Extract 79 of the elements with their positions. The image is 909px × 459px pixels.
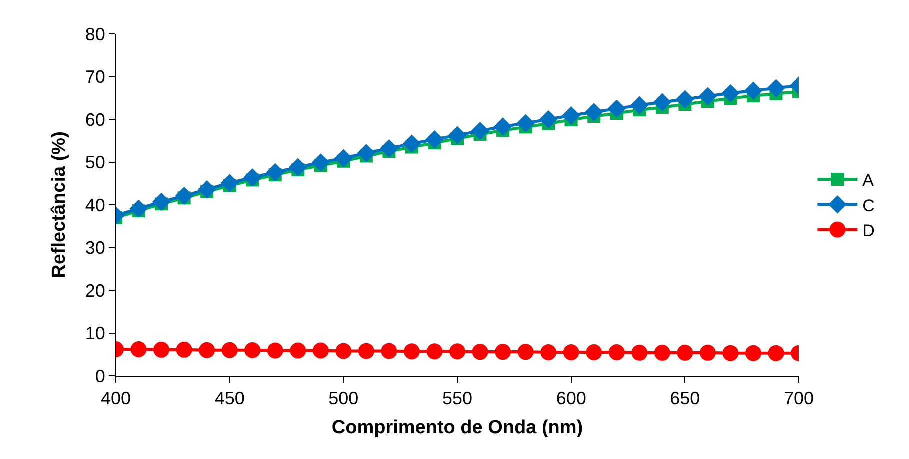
y-tick-label: 40 — [85, 195, 106, 216]
point — [653, 93, 672, 112]
point — [404, 344, 420, 360]
point — [222, 342, 238, 358]
point — [244, 342, 261, 358]
legend-label: A — [862, 171, 875, 190]
point — [676, 90, 694, 109]
x-tick-label: 450 — [214, 388, 245, 409]
point — [562, 106, 580, 125]
point — [334, 149, 353, 168]
y-axis-title: Reflectância (%) — [49, 132, 70, 278]
x-tick-label: 500 — [328, 388, 359, 409]
point — [722, 345, 739, 362]
point — [244, 168, 262, 187]
y-tick-label: 80 — [85, 24, 106, 44]
point — [289, 158, 308, 176]
point — [130, 200, 148, 218]
x-tick-label: 550 — [442, 388, 473, 409]
point — [312, 154, 330, 172]
point — [448, 126, 467, 144]
point — [312, 342, 329, 359]
point — [495, 344, 512, 360]
legend-label: D — [862, 221, 875, 240]
y-tick-label: 60 — [85, 110, 106, 130]
point — [336, 343, 352, 360]
y-tick-label: 70 — [85, 67, 106, 88]
point — [154, 342, 170, 358]
point — [744, 82, 763, 100]
point — [768, 345, 784, 362]
x-tick-label: 600 — [556, 388, 586, 409]
point — [654, 344, 670, 361]
point — [586, 344, 602, 360]
point — [722, 84, 740, 103]
point — [175, 186, 194, 206]
x-tick-label: 650 — [670, 388, 700, 409]
point — [266, 163, 284, 182]
point — [357, 144, 376, 162]
point — [540, 344, 557, 360]
point — [450, 344, 466, 360]
point — [767, 79, 786, 98]
point — [494, 118, 512, 136]
point — [220, 174, 239, 192]
point — [700, 344, 716, 361]
point — [745, 345, 762, 362]
y-tick-label: 50 — [85, 152, 106, 173]
point — [677, 344, 694, 361]
x-tick-label: 400 — [100, 388, 132, 409]
point — [358, 343, 374, 360]
point — [608, 100, 626, 118]
point — [471, 122, 490, 140]
point — [632, 344, 648, 361]
point — [267, 342, 284, 359]
point — [426, 130, 444, 149]
y-tick-label: 10 — [85, 324, 106, 344]
point — [563, 344, 580, 360]
y-tick-label: 30 — [85, 238, 106, 258]
point — [608, 344, 625, 360]
point — [426, 344, 443, 360]
point — [516, 114, 535, 132]
point — [380, 139, 398, 158]
point — [130, 342, 147, 358]
point — [381, 343, 398, 360]
point — [518, 344, 534, 360]
point — [472, 344, 488, 360]
legend-label: C — [862, 196, 875, 216]
point — [585, 103, 604, 122]
point — [152, 192, 171, 212]
y-tick-label: 0 — [95, 366, 106, 386]
point — [402, 134, 422, 153]
point — [290, 342, 306, 359]
x-axis-title: Comprimento de Onda (nm) — [332, 417, 584, 438]
x-tick-label: 700 — [784, 388, 814, 409]
point — [630, 96, 649, 114]
point — [539, 110, 558, 129]
point — [698, 87, 718, 106]
y-tick-label: 20 — [85, 280, 106, 301]
point — [176, 342, 192, 358]
point — [198, 180, 216, 199]
point — [199, 342, 216, 358]
